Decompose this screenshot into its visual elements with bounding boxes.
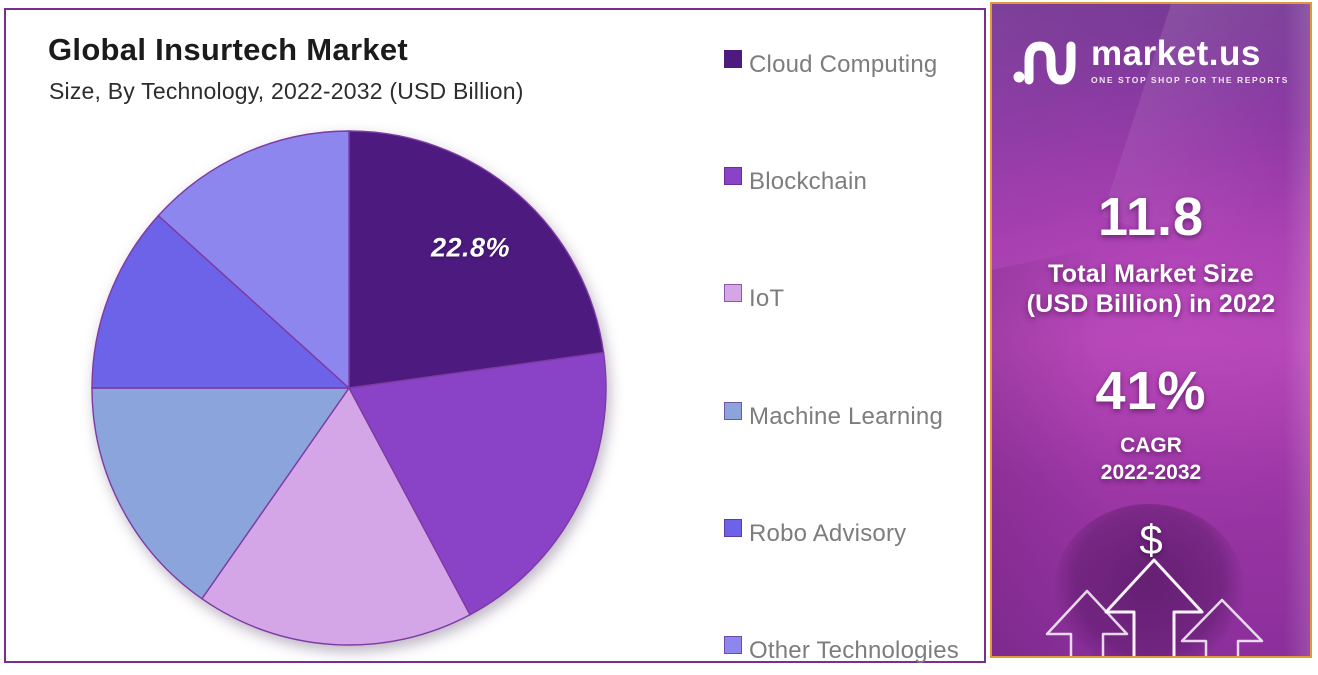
stat-total-market-size: 11.8 Total Market Size (USD Billion) in …: [992, 186, 1310, 319]
stat-value: 11.8: [1097, 187, 1205, 247]
brand-name: market.us: [1091, 33, 1261, 73]
legend-item: Other Technologies: [724, 632, 980, 669]
pie-legend: Cloud Computing Blockchain IoT Machine Lear…: [724, 46, 980, 669]
stat-label-line2: (USD Billion) in 2022: [1026, 289, 1276, 318]
legend-item: Robo Advisory: [724, 515, 980, 552]
legend-item: IoT: [724, 280, 980, 317]
legend-swatch: [724, 401, 742, 420]
legend-label: IoT: [749, 285, 785, 313]
legend-swatch: [724, 284, 742, 303]
pie-slice: [347, 351, 607, 616]
growth-arrows-icon: [1045, 558, 1264, 656]
pie-slice: [91, 387, 351, 600]
market-us-logo-icon: [1013, 34, 1079, 86]
legend-item: Cloud Computing: [724, 46, 980, 83]
pie-slice: [348, 130, 605, 389]
stat-label-line2: 2022-2032: [1100, 461, 1202, 485]
brand-logo: market.us ONE STOP SHOP FOR THE REPORTS: [992, 34, 1310, 86]
pie-slice: [157, 130, 350, 390]
pie-chart-svg: [91, 130, 607, 646]
legend-item: Blockchain: [724, 163, 980, 200]
stat-value: 41%: [1095, 361, 1207, 421]
legend-swatch: [724, 167, 742, 186]
legend-label: Cloud Computing: [749, 51, 938, 78]
dollar-sign-icon: $: [1139, 516, 1163, 563]
stat-label-line1: Total Market Size: [1048, 260, 1254, 288]
stat-label-line1: CAGR: [1120, 434, 1182, 457]
legend-label: Blockchain: [749, 168, 868, 196]
legend-item: Machine Learning: [724, 398, 980, 435]
legend-label: Robo Advisory: [749, 519, 907, 547]
brand-tagline: ONE STOP SHOP FOR THE REPORTS: [1091, 74, 1289, 85]
legend-swatch: [724, 50, 742, 68]
pie-chart: 22.8%: [85, 124, 613, 652]
legend-label: Machine Learning: [749, 402, 943, 430]
pie-slice: [200, 386, 471, 646]
chart-panel: Global Insurtech Market Size, By Technol…: [4, 8, 986, 664]
legend-swatch: [724, 635, 742, 654]
chart-subtitle: Size, By Technology, 2022-2032 (USD Bill…: [49, 78, 524, 104]
legend-label: Other Technologies: [749, 636, 959, 664]
pie-slice: [91, 214, 351, 389]
chart-title: Global Insurtech Market: [48, 32, 409, 67]
brand-sidebar: market.us ONE STOP SHOP FOR THE REPORTS …: [990, 2, 1312, 658]
pie-slice-data-label: 22.8%: [430, 232, 511, 263]
legend-swatch: [724, 518, 742, 537]
stat-cagr: 41% CAGR 2022-2032: [992, 360, 1310, 487]
